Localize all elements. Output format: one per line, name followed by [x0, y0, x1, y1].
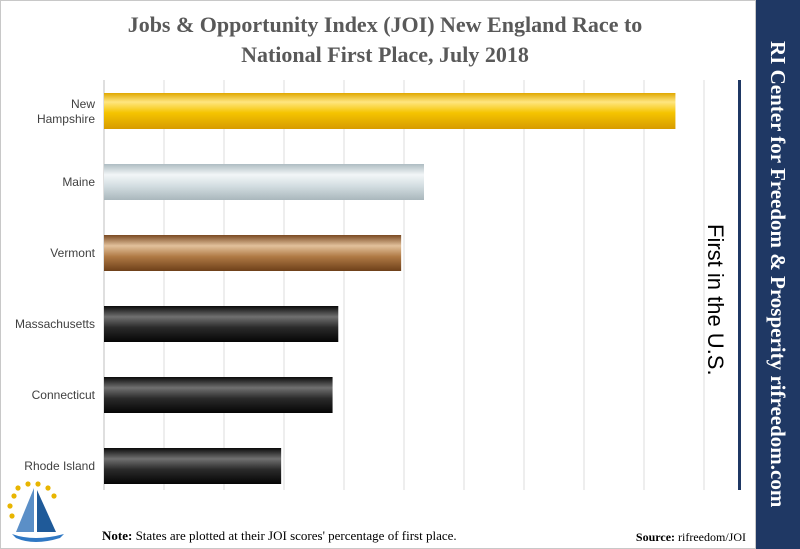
note-text: States are plotted at their JOI scores' … — [132, 528, 457, 543]
chart-source: Source: rifreedom/JOI — [636, 530, 746, 545]
source-text: rifreedom/JOI — [675, 530, 746, 544]
bars — [104, 93, 676, 484]
category-label: Maine — [62, 175, 95, 189]
chart-title: Jobs & Opportunity Index (JOI) New Engla… — [40, 10, 730, 70]
bar-massachusetts — [104, 306, 339, 342]
bar-chart: New Hampshire Maine Vermont Massachusetts Con… — [15, 80, 705, 490]
sailboat-stars-icon — [7, 481, 64, 542]
chart-title-line-2: National First Place, July 2018 — [241, 42, 529, 67]
bar-connecticut — [104, 377, 333, 413]
chart-title-line-1: Jobs & Opportunity Index (JOI) New Engla… — [127, 12, 643, 37]
category-label: Rhode Island — [24, 459, 95, 473]
gridlines — [163, 80, 705, 490]
category-label: Massachusetts — [15, 317, 95, 331]
first-in-us-label: First in the U.S. — [703, 224, 728, 376]
category-label: New Hampshire — [37, 97, 95, 126]
note-prefix: Note: — [102, 528, 133, 543]
category-label: Vermont — [50, 246, 95, 260]
sideband-text: RI Center for Freedom & Prosperity rifre… — [766, 41, 790, 508]
category-label: Connecticut — [32, 388, 96, 402]
sideband — [756, 0, 800, 549]
chart-note: Note: States are plotted at their JOI sc… — [102, 528, 457, 544]
bar-maine — [104, 164, 424, 200]
right-divider — [738, 80, 741, 490]
category-labels: New Hampshire Maine Vermont Massachusetts Con… — [15, 97, 96, 473]
source-prefix: Source: — [635, 530, 676, 544]
bar-rhode-island — [104, 448, 282, 484]
bar-new-hampshire — [104, 93, 676, 129]
bar-vermont — [104, 235, 402, 271]
